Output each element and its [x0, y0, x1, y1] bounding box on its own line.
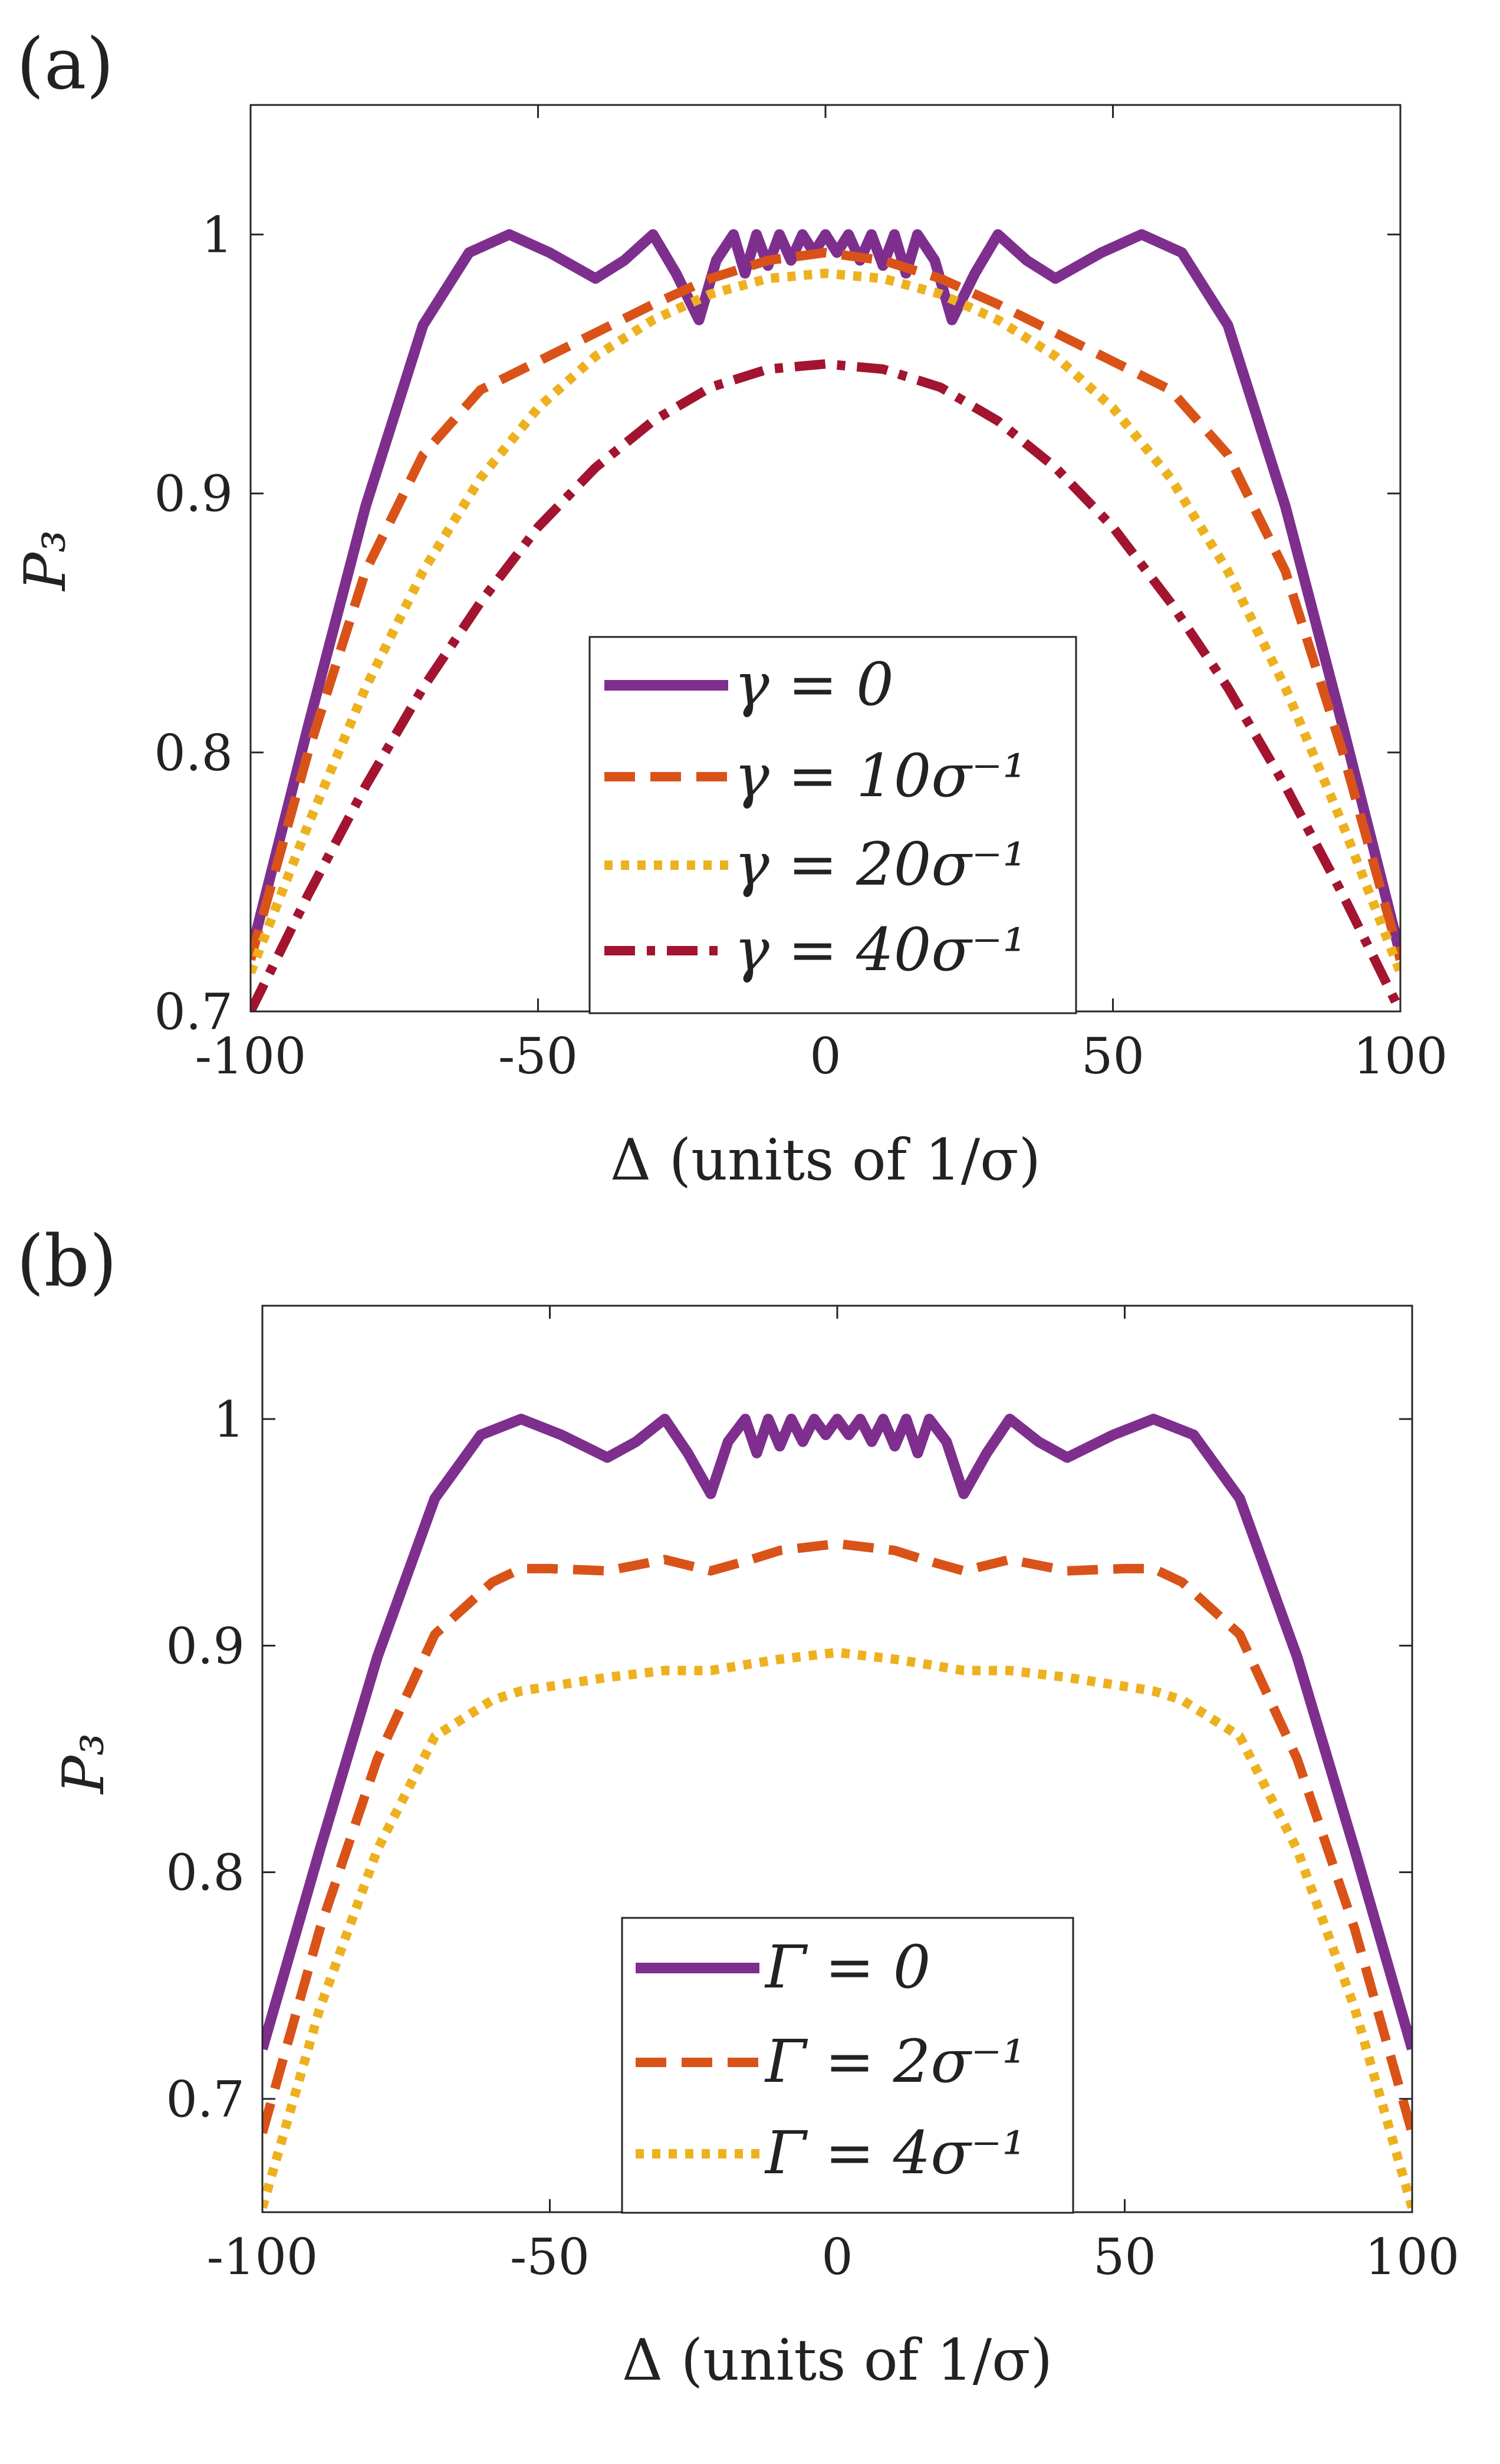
panel-b-label: (b): [17, 1221, 117, 1303]
legend-a-label-4: γ = 40σ⁻¹: [734, 915, 1027, 984]
panel-b-ticks: -100 -50 0 50 100 0.7 0.8 0.9 1: [166, 1306, 1459, 2286]
panel-b-series-1-line: [262, 1414, 1412, 2051]
legend-a-label-1: γ = 0: [734, 650, 894, 719]
panel-b-series-group: [262, 1414, 1412, 2209]
panel-b-x-axis-label: Δ (units of 1/σ): [622, 2327, 1052, 2393]
panel-a-series-2-line: [251, 248, 1400, 961]
panel-b-x-tick-label: 0: [821, 2228, 853, 2286]
panel-a-series-4-line: [251, 359, 1400, 1011]
panel-b-legend: Γ = 0 Γ = 2σ⁻¹ Γ = 4σ⁻¹: [621, 1917, 1074, 2214]
panel-b-y-tick-label: 0.7: [166, 2071, 245, 2128]
panel-a-x-tick-label: 100: [1353, 1027, 1448, 1085]
panel-b: (b) -100 -50 0 50 100 0.7 0.8 0.9 1 Γ = 0 Γ = 2σ…: [17, 1221, 1459, 2393]
panel-b-y-tick-label: 0.8: [166, 1844, 245, 1902]
panel-a-series-group: [251, 229, 1400, 1011]
panel-a-y-axis-label: P₃: [12, 530, 78, 592]
panel-a-y-tick-label: 0.8: [154, 724, 233, 782]
panel-b-y-axis-label: P₃: [51, 1733, 117, 1795]
panel-a-x-axis-label: Δ (units of 1/σ): [610, 1127, 1041, 1193]
panel-a-x-tick-label: 50: [1081, 1027, 1144, 1085]
panel-a-series-1-line: [251, 229, 1400, 956]
panel-b-x-tick-label: -100: [207, 2228, 318, 2286]
panel-b-y-tick-label: 1: [213, 1391, 245, 1448]
panel-a-label: (a): [17, 24, 114, 106]
panel-a-y-tick-label: 1: [202, 206, 233, 264]
panel-a-legend: γ = 0 γ = 10σ⁻¹ γ = 20σ⁻¹ γ = 40σ⁻¹: [588, 636, 1077, 1014]
panel-a: (a) -100 -50 0 50 100 0.7 0.8 0.9 1 γ = 0 γ = 10…: [12, 24, 1448, 1193]
panel-b-x-tick-label: -50: [510, 2228, 590, 2286]
legend-a-label-2: γ = 10σ⁻¹: [734, 741, 1027, 810]
panel-b-y-tick-label: 0.9: [166, 1617, 245, 1675]
panel-a-x-tick-label: -50: [498, 1027, 578, 1085]
legend-b-label-1: Γ = 0: [764, 1933, 930, 2002]
panel-a-x-tick-label: -100: [195, 1027, 307, 1085]
panel-a-ticks: -100 -50 0 50 100 0.7 0.8 0.9 1: [154, 105, 1448, 1085]
panel-a-x-tick-label: 0: [810, 1027, 841, 1085]
legend-a-label-3: γ = 20σ⁻¹: [734, 830, 1027, 899]
panel-b-x-tick-label: 100: [1365, 2228, 1459, 2286]
legend-b-label-3: Γ = 4σ⁻¹: [764, 2118, 1026, 2187]
panel-b-series-2-line: [262, 1539, 1412, 2134]
panel-b-x-tick-label: 50: [1093, 2228, 1156, 2286]
panel-a-y-tick-label: 0.9: [154, 465, 233, 523]
legend-b-label-2: Γ = 2σ⁻¹: [764, 2027, 1026, 2096]
panel-a-y-tick-label: 0.7: [154, 983, 233, 1041]
panel-a-series-3-line: [251, 268, 1400, 975]
